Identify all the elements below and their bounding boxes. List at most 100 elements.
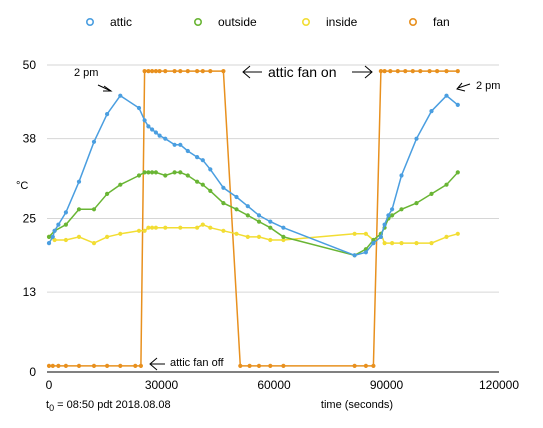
data-point-fan [371, 363, 376, 368]
data-point-fan [256, 363, 262, 368]
data-point-inside [382, 241, 387, 246]
data-point-inside [200, 222, 205, 227]
data-point-inside [136, 228, 142, 233]
legend-marker [408, 17, 417, 26]
legend-label: outside [218, 15, 257, 29]
x-axis-ticks: 0 30000 60000 90000 120000 [46, 378, 520, 392]
data-point-fan [221, 69, 226, 74]
data-point-inside [245, 234, 250, 239]
data-point-inside [163, 225, 168, 230]
legend-label: inside [326, 15, 358, 29]
legend-marker [194, 17, 203, 26]
data-point-attic [105, 112, 110, 117]
data-point-outside [63, 222, 68, 227]
data-point-inside [150, 225, 155, 230]
data-point-fan [268, 363, 273, 368]
data-point-fan [382, 69, 387, 74]
data-point-outside [150, 170, 155, 175]
data-point-fan [105, 363, 110, 368]
data-point-outside [76, 207, 82, 212]
data-point-fan [91, 363, 97, 368]
data-point-attic [172, 142, 177, 147]
data-point-attic [444, 93, 449, 98]
data-point-attic [163, 136, 168, 141]
data-point-fan [185, 69, 190, 74]
data-point-attic [221, 185, 226, 190]
data-point-attic [63, 210, 68, 215]
x-tick-label: 0 [46, 378, 53, 392]
legend-item-inside: inside [301, 15, 358, 29]
data-point-fan [118, 363, 123, 368]
data-point-fan [76, 363, 82, 368]
data-point-fan [378, 69, 383, 74]
data-point-outside [208, 188, 213, 193]
data-point-fan [46, 363, 52, 368]
data-point-outside [146, 170, 151, 175]
data-point-fan [153, 69, 158, 74]
data-point-outside [281, 234, 286, 239]
legend-item-fan: fan [408, 15, 450, 29]
legend-item-attic: attic [86, 15, 132, 29]
data-point-fan [63, 363, 68, 368]
series-line-attic [48, 94, 459, 257]
series-attic [46, 93, 460, 258]
data-point-attic [142, 118, 147, 123]
data-point-attic [195, 155, 200, 160]
y-tick-label: 50 [23, 58, 37, 72]
x-tick-label: 30000 [145, 378, 179, 392]
svg-text:2 pm: 2 pm [74, 67, 98, 79]
data-point-outside [414, 201, 419, 206]
data-point-attic [150, 127, 155, 132]
data-point-inside [268, 237, 273, 243]
legend-marker [301, 17, 310, 26]
data-point-fan [455, 69, 460, 74]
data-point-inside [414, 241, 419, 246]
data-point-fan [163, 69, 168, 74]
data-point-attic [455, 102, 460, 107]
data-point-attic [281, 225, 286, 230]
data-point-fan [352, 363, 357, 368]
data-point-inside [429, 241, 434, 246]
data-point-inside [153, 225, 158, 230]
grid-lines [47, 64, 499, 373]
data-point-inside [76, 234, 82, 239]
legend-label: fan [433, 15, 450, 29]
data-point-outside [142, 170, 147, 175]
data-point-attic [382, 222, 387, 227]
data-point-outside [185, 173, 190, 178]
svg-text:attic fan off: attic fan off [170, 357, 225, 369]
series-layer [46, 69, 460, 368]
data-point-attic [153, 130, 158, 135]
data-point-fan [388, 69, 393, 74]
y-tick-label: 13 [23, 285, 37, 299]
data-point-fan [418, 69, 423, 74]
data-point-outside [118, 182, 123, 187]
data-point-outside [444, 182, 449, 187]
data-point-attic [52, 228, 57, 233]
data-point-outside [195, 179, 200, 184]
x-tick-label: 60000 [257, 378, 291, 392]
annotation-2pm-right: 2 pm [456, 80, 500, 92]
data-point-outside [163, 173, 168, 178]
data-point-outside [153, 170, 158, 175]
series-inside [46, 222, 460, 246]
data-point-attic [414, 136, 419, 141]
data-point-fan [150, 69, 155, 74]
data-point-fan [142, 69, 147, 74]
data-point-attic [371, 241, 376, 246]
data-point-attic [256, 213, 262, 218]
data-point-attic [185, 148, 190, 154]
data-point-fan [146, 69, 151, 74]
data-point-inside [178, 225, 183, 230]
data-point-outside [200, 182, 205, 187]
data-point-attic [352, 253, 357, 258]
data-point-fan [281, 363, 286, 368]
data-point-fan [247, 363, 252, 368]
data-point-fan [403, 69, 408, 74]
data-point-fan [395, 69, 400, 74]
data-point-outside [221, 201, 226, 206]
data-point-attic [208, 167, 213, 172]
data-point-fan [200, 69, 205, 74]
data-point-attic [146, 124, 151, 129]
